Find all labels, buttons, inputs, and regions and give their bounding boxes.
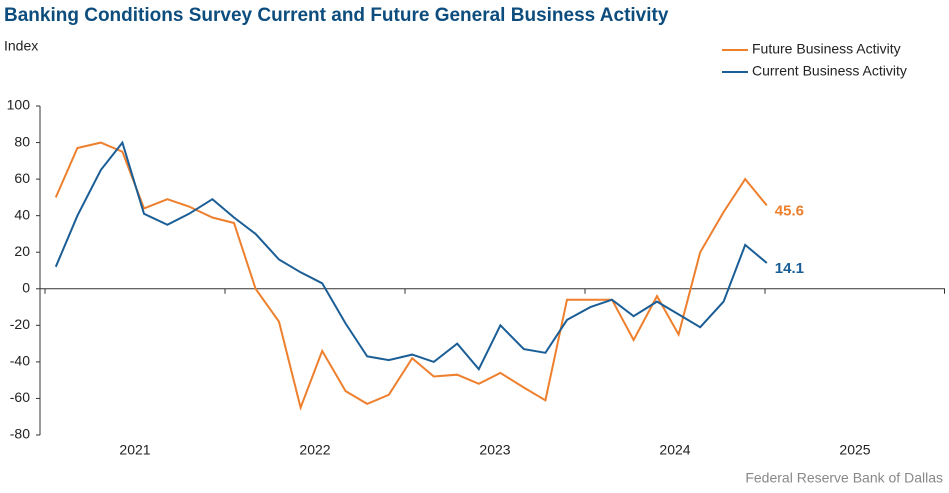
legend-label: Future Business Activity	[752, 41, 901, 57]
chart-title: Banking Conditions Survey Current and Fu…	[4, 5, 669, 26]
legend-label: Current Business Activity	[752, 63, 907, 79]
y-tick-label: -40	[10, 353, 30, 369]
y-tick-label: 40	[14, 206, 30, 222]
y-tick-label: 80	[14, 133, 30, 149]
x-tick-label: 2021	[119, 442, 150, 458]
y-tick-label: 60	[14, 170, 30, 186]
series-line	[54, 141, 768, 411]
y-tick-label: -60	[10, 389, 30, 405]
x-tick-label: 2025	[839, 442, 870, 458]
y-tick-label: 100	[7, 97, 31, 113]
end-label: 45.6	[775, 202, 804, 219]
x-tick-label: 2023	[479, 442, 510, 458]
series-line	[54, 140, 768, 372]
end-label: 14.1	[775, 260, 804, 277]
y-tick-label: -20	[10, 316, 30, 332]
y-tick-label: 0	[22, 279, 30, 295]
source: Federal Reserve Bank of Dallas	[745, 470, 943, 486]
y-axis-label: Index	[4, 38, 38, 54]
x-tick-label: 2024	[659, 442, 690, 458]
x-tick-label: 2022	[299, 442, 330, 458]
y-tick-label: 20	[14, 243, 30, 259]
y-tick-label: -80	[10, 426, 30, 442]
